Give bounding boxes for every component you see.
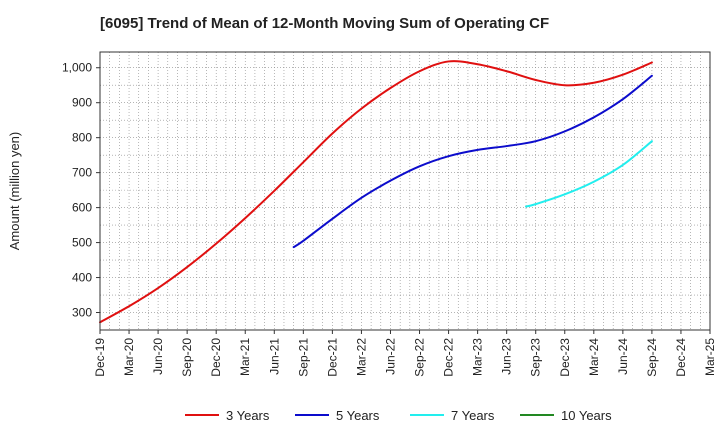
x-tick-label: Mar-22 (354, 338, 368, 376)
plot-frame (100, 52, 710, 330)
y-tick-label: 500 (72, 236, 92, 250)
x-tick-label: Jun-20 (151, 338, 165, 375)
x-tick-label: Sep-23 (529, 338, 543, 377)
x-axis-ticks: Dec-19 Mar-20 Jun-20 Sep-20 Dec-20 Mar-21 Jun-… (93, 330, 717, 377)
chart-title: [6095] Trend of Mean of 12-Month Moving … (100, 15, 549, 32)
x-tick-label: Jun-22 (383, 338, 397, 375)
y-axis-ticks: 300 400 500 600 700 800 900 1,000 (62, 61, 100, 320)
line-chart: [6095] Trend of Mean of 12-Month Moving … (0, 0, 720, 440)
x-tick-label: Sep-20 (180, 338, 194, 377)
y-tick-label: 600 (72, 201, 92, 215)
x-tick-label: Dec-21 (325, 338, 339, 377)
x-tick-label: Sep-21 (296, 338, 310, 377)
x-tick-label: Dec-23 (558, 338, 572, 377)
chart-container: [6095] Trend of Mean of 12-Month Moving … (0, 0, 720, 440)
y-tick-label: 400 (72, 271, 92, 285)
y-tick-label: 1,000 (62, 61, 92, 75)
y-tick-label: 800 (72, 131, 92, 145)
plot-grid (100, 52, 710, 330)
series-line-5-years (294, 76, 652, 247)
x-tick-label: Jun-21 (267, 338, 281, 375)
x-tick-label: Jun-23 (500, 338, 514, 375)
legend-label-5-years: 5 Years (336, 408, 380, 423)
x-tick-label: Mar-25 (703, 338, 717, 376)
y-tick-label: 900 (72, 96, 92, 110)
plot-lines (100, 61, 652, 322)
legend-label-10-years: 10 Years (561, 408, 612, 423)
x-tick-label: Mar-20 (122, 338, 136, 376)
x-tick-label: Mar-21 (238, 338, 252, 376)
x-tick-label: Mar-23 (471, 338, 485, 376)
y-tick-label: 300 (72, 306, 92, 320)
series-line-7-years (526, 141, 652, 206)
x-tick-label: Sep-24 (645, 338, 659, 377)
x-tick-label: Dec-22 (442, 338, 456, 377)
x-tick-label: Jun-24 (616, 338, 630, 375)
y-axis-label: Amount (million yen) (7, 132, 22, 251)
x-tick-label: Mar-24 (587, 338, 601, 376)
x-tick-label: Dec-19 (93, 338, 107, 377)
x-tick-label: Dec-20 (209, 338, 223, 377)
legend-label-3-years: 3 Years (226, 408, 270, 423)
x-tick-label: Sep-22 (413, 338, 427, 377)
legend-label-7-years: 7 Years (451, 408, 495, 423)
x-tick-label: Dec-24 (674, 338, 688, 377)
y-tick-label: 700 (72, 166, 92, 180)
legend: 3 Years 5 Years 7 Years 10 Years (185, 408, 612, 423)
